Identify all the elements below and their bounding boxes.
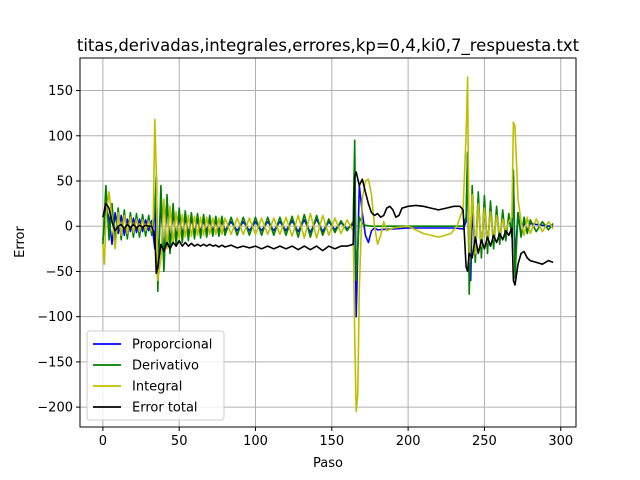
y-tick-label: 50 bbox=[56, 175, 73, 190]
x-tick-label: 50 bbox=[171, 434, 188, 449]
y-axis-label: Error bbox=[13, 226, 28, 258]
series-line-3 bbox=[102, 171, 554, 286]
series-line-1 bbox=[102, 139, 554, 295]
legend-label: Derivativo bbox=[132, 359, 199, 374]
x-tick-label: 300 bbox=[548, 434, 573, 449]
x-axis-label: Paso bbox=[313, 456, 343, 471]
y-tick-label: 0 bbox=[65, 220, 73, 235]
ticks: 0 50 100 150 200 250 300 −200 −150 −100 −50 0 50 100 1… bbox=[37, 84, 573, 449]
x-tick-label: 250 bbox=[472, 434, 497, 449]
x-tick-label: 0 bbox=[99, 434, 107, 449]
y-tick-label: −200 bbox=[37, 401, 73, 416]
y-tick-label: −50 bbox=[46, 265, 73, 280]
x-tick-label: 150 bbox=[319, 434, 344, 449]
y-tick-label: −150 bbox=[37, 355, 73, 370]
legend: Proporcional Derivativo Integral Error tota… bbox=[86, 330, 225, 421]
legend-label: Proporcional bbox=[132, 338, 212, 353]
legend-label: Integral bbox=[132, 380, 182, 395]
legend-label: Error total bbox=[132, 401, 198, 416]
y-tick-label: 100 bbox=[48, 129, 73, 144]
plot-frame bbox=[79, 57, 577, 428]
x-tick-label: 100 bbox=[243, 434, 268, 449]
series-group bbox=[102, 76, 554, 413]
x-tick-label: 200 bbox=[396, 434, 421, 449]
series-line-2 bbox=[102, 76, 554, 413]
chart-title: titas,derivadas,integrales,errores,kp=0,… bbox=[77, 36, 580, 56]
legend-box bbox=[86, 330, 225, 421]
y-tick-label: −100 bbox=[37, 310, 73, 325]
y-tick-label: 150 bbox=[48, 84, 73, 99]
